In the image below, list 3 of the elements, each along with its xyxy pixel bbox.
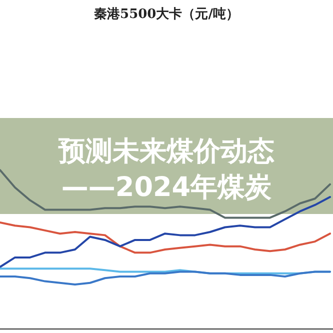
annotation: ——2024年煤炭 bbox=[61, 172, 272, 203]
chart-title: 秦港5500大卡（元/吨） bbox=[94, 7, 239, 22]
text: 预测未来煤价动态 bbox=[58, 136, 274, 167]
